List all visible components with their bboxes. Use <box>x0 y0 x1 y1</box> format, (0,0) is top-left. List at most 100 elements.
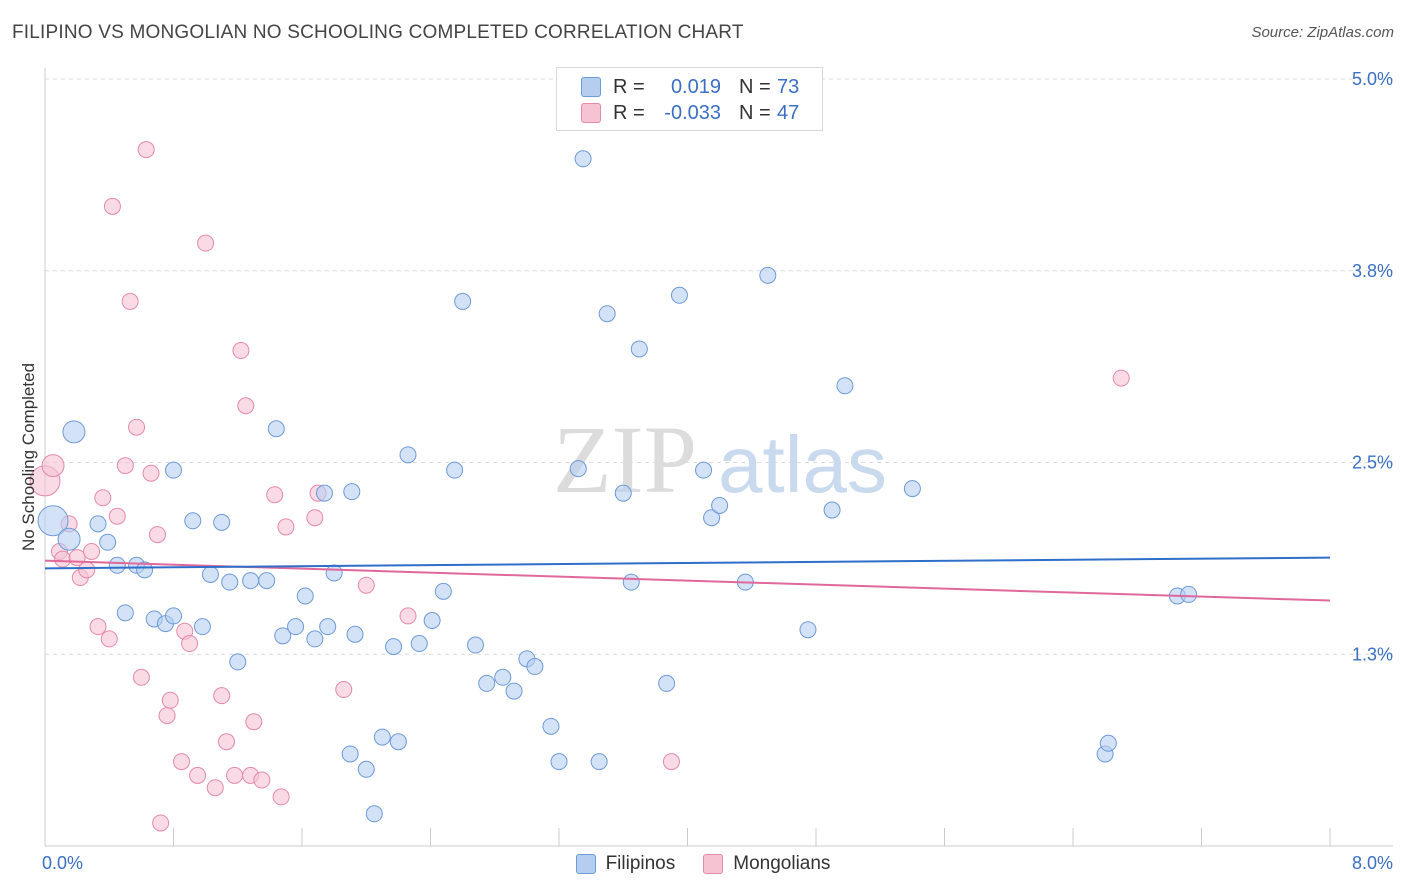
trend-lines <box>44 556 1331 602</box>
data-point <box>357 760 375 778</box>
data-point <box>658 674 676 692</box>
data-point <box>1112 369 1130 387</box>
data-point <box>343 483 361 501</box>
legend-label: Filipinos <box>605 853 676 874</box>
chart-title: FILIPINO VS MONGOLIAN NO SCHOOLING COMPL… <box>12 22 744 43</box>
grid-lines <box>45 78 1393 655</box>
data-point <box>54 550 72 568</box>
data-point <box>132 668 150 686</box>
data-point <box>670 286 688 304</box>
data-point <box>319 618 337 636</box>
x-tick-label: 8.0% <box>1352 853 1393 873</box>
data-point <box>89 618 107 636</box>
y-tick-label: 3.8% <box>1352 261 1393 281</box>
data-point <box>357 576 375 594</box>
data-point <box>218 733 236 751</box>
data-point <box>232 342 250 360</box>
y-tick-label: 2.5% <box>1352 453 1393 473</box>
data-point <box>446 461 464 479</box>
data-point <box>335 681 353 699</box>
data-point <box>161 691 179 709</box>
data-point <box>1180 585 1198 603</box>
data-point <box>108 556 126 574</box>
series-legend: Filipinos Mongolians <box>0 850 1406 878</box>
data-point <box>253 771 271 789</box>
data-point <box>116 604 134 622</box>
data-point <box>165 607 182 625</box>
r-value: -0.033 <box>664 101 721 124</box>
data-point <box>226 766 244 784</box>
data-point <box>148 526 166 544</box>
data-point <box>128 418 146 436</box>
legend-label: Mongolians <box>733 853 831 874</box>
data-point <box>494 668 512 686</box>
data-point <box>574 150 592 168</box>
data-point <box>341 745 359 763</box>
data-point <box>622 573 640 591</box>
data-point <box>272 788 290 806</box>
data-point <box>399 446 417 464</box>
data-point <box>505 682 523 700</box>
data-point <box>466 636 484 654</box>
data-point <box>306 509 324 527</box>
data-point <box>57 527 81 551</box>
data-point <box>165 461 182 479</box>
data-point <box>89 515 107 533</box>
y-axis-label: No Schooling Completed <box>19 363 38 551</box>
n-label: N = <box>739 101 771 124</box>
data-point <box>193 618 211 636</box>
data-point <box>136 561 154 579</box>
legend-item-mongolians[interactable]: Mongolians <box>703 853 830 875</box>
watermark: ZIP atlas <box>553 406 887 513</box>
data-point <box>37 505 69 537</box>
n-value: 73 <box>777 75 800 98</box>
data-point <box>142 464 160 482</box>
mongolians-points <box>29 141 1130 832</box>
data-point <box>94 489 112 507</box>
data-point <box>823 501 841 519</box>
data-point <box>158 707 176 725</box>
data-point <box>83 542 101 560</box>
data-point <box>569 460 587 478</box>
data-point <box>365 805 383 823</box>
data-point <box>266 486 284 504</box>
data-point <box>399 607 417 625</box>
legend-item-filipinos[interactable]: Filipinos <box>575 853 676 875</box>
data-point <box>229 653 247 671</box>
data-point <box>542 717 560 735</box>
data-point <box>759 266 777 284</box>
legend-row-mongolians: R = -0.033 N = 47 <box>581 100 799 126</box>
data-point <box>41 454 65 478</box>
mongolians-swatch <box>703 854 724 874</box>
axes <box>44 68 1393 847</box>
data-point <box>296 587 314 605</box>
tick-labels: 1.3% 2.5% 3.8% 5.0% 0.0% 8.0% No Schooling Com… <box>19 69 1393 873</box>
data-point <box>389 733 407 751</box>
data-point <box>213 513 231 531</box>
data-point <box>590 753 608 771</box>
data-point <box>836 377 854 395</box>
data-point <box>137 141 155 159</box>
data-point <box>103 197 121 215</box>
data-point <box>434 582 452 600</box>
data-point <box>184 512 202 530</box>
correlation-legend: R = 0.019 N = 73 R = -0.033 N = 47 <box>556 67 823 131</box>
x-tick-label: 0.0% <box>42 853 83 873</box>
data-point <box>206 779 224 797</box>
data-point <box>267 420 285 438</box>
filipinos-swatch <box>575 854 596 874</box>
data-point <box>116 457 134 475</box>
data-point <box>423 612 441 630</box>
data-point <box>121 292 139 310</box>
data-point <box>181 635 199 653</box>
data-point <box>799 621 817 639</box>
data-point <box>189 766 207 784</box>
data-point <box>703 509 721 527</box>
filipinos-trend-line <box>44 556 1331 570</box>
y-tick-label: 5.0% <box>1352 69 1393 89</box>
filipinos-points <box>37 150 1198 823</box>
data-point <box>100 630 118 648</box>
data-point <box>550 753 568 771</box>
data-point <box>325 564 343 582</box>
data-point <box>454 292 472 310</box>
